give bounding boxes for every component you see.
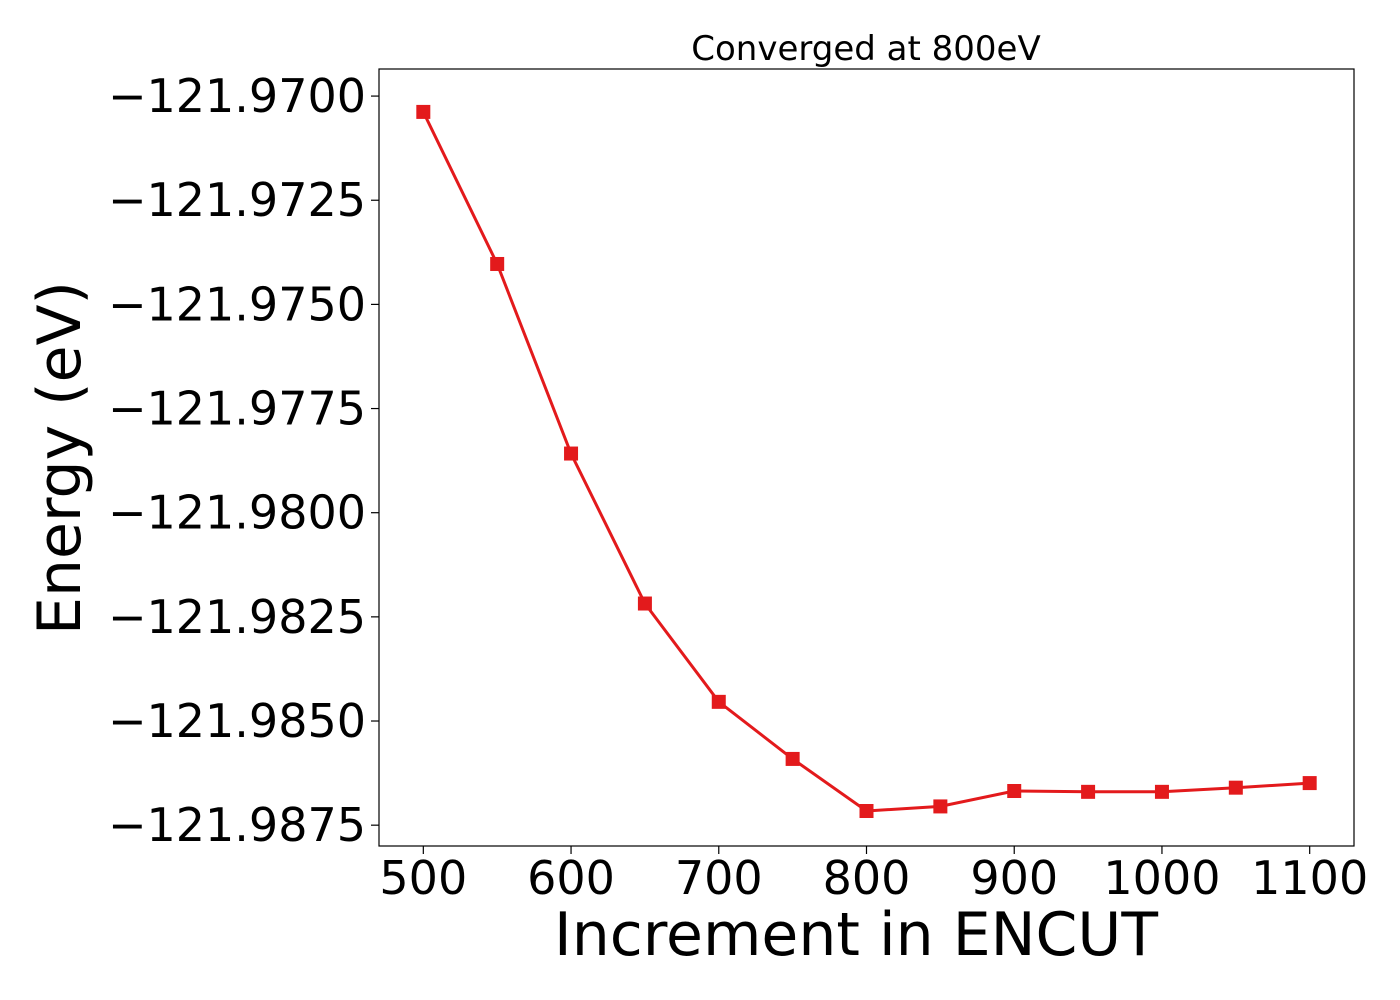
data-point: [933, 799, 948, 814]
y-axis-title: Energy (eV): [25, 281, 95, 635]
data-point: [1228, 780, 1243, 795]
x-axis: 500 600 700 800 900 1000 1100: [379, 846, 1368, 905]
x-tick-label: 1100: [1251, 851, 1368, 905]
data-point: [1081, 784, 1096, 799]
data-point: [785, 751, 800, 766]
y-tick-label: −121.9775: [108, 382, 366, 436]
data-point: [637, 596, 652, 611]
x-tick-label: 800: [823, 851, 911, 905]
data-point: [1154, 784, 1169, 799]
y-axis: −121.9700 −121.9725 −121.9750 −121.9775 −121…: [108, 69, 379, 852]
chart-title: Converged at 800eV: [691, 29, 1040, 69]
data-point: [490, 256, 505, 271]
x-axis-title: Increment in ENCUT: [554, 900, 1158, 970]
data-point: [1007, 784, 1022, 799]
x-tick-label: 900: [970, 851, 1058, 905]
y-tick-label: −121.9750: [108, 277, 366, 331]
y-tick-label: −121.9700: [108, 69, 366, 123]
x-tick-label: 700: [675, 851, 763, 905]
x-tick-label: 600: [527, 851, 615, 905]
x-tick-label: 500: [379, 851, 467, 905]
y-tick-label: −121.9800: [108, 486, 366, 540]
data-point: [564, 446, 579, 461]
series-line: [421, 111, 1310, 813]
series-energy: [416, 104, 1317, 819]
y-tick-label: −121.9725: [108, 173, 366, 227]
y-tick-label: −121.9850: [108, 694, 366, 748]
data-point: [416, 104, 431, 119]
y-tick-label: −121.9825: [108, 590, 366, 644]
data-point: [859, 804, 874, 819]
x-tick-label: 1000: [1103, 851, 1220, 905]
y-tick-label: −121.9875: [108, 798, 366, 852]
plot-area: [378, 68, 1355, 847]
data-point: [1302, 776, 1317, 791]
data-point: [711, 694, 726, 709]
